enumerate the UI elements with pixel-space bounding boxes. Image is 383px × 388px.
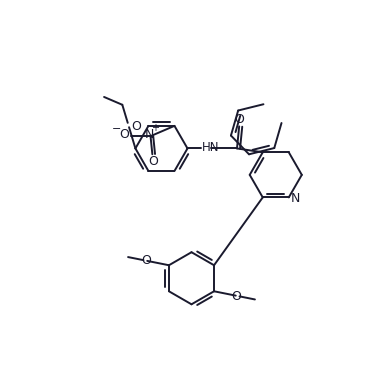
Text: −: −	[112, 124, 121, 134]
Text: O: O	[148, 155, 158, 168]
Text: O: O	[232, 290, 241, 303]
Text: O: O	[142, 254, 151, 267]
Text: O: O	[234, 113, 244, 126]
Text: N: N	[291, 192, 300, 205]
Text: +: +	[151, 123, 159, 133]
Text: O: O	[131, 120, 141, 133]
Text: O: O	[119, 128, 129, 141]
Text: N: N	[145, 128, 154, 141]
Text: HN: HN	[201, 141, 219, 154]
